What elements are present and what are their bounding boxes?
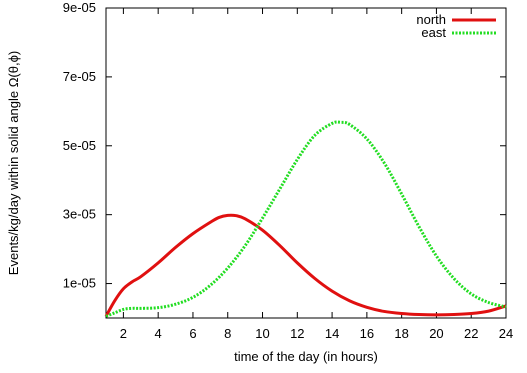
x-tick-label: 4 bbox=[155, 326, 162, 341]
x-tick-label: 6 bbox=[189, 326, 196, 341]
y-tick-label: 9e-05 bbox=[63, 0, 96, 15]
x-axis-title: time of the day (in hours) bbox=[234, 349, 378, 364]
y-tick-label: 5e-05 bbox=[63, 138, 96, 153]
y-tick-labels: 1e-05 3e-05 5e-05 7e-05 9e-05 bbox=[63, 0, 96, 291]
x-tick-label: 20 bbox=[429, 326, 443, 341]
x-tick-label: 8 bbox=[224, 326, 231, 341]
x-tick-labels: 2 4 6 8 10 12 14 16 18 20 22 24 bbox=[120, 326, 513, 341]
y-tick-label: 7e-05 bbox=[63, 69, 96, 84]
legend-label-north: north bbox=[416, 12, 446, 27]
x-tick-label: 18 bbox=[394, 326, 408, 341]
x-tick-label: 2 bbox=[120, 326, 127, 341]
ticks bbox=[106, 7, 507, 318]
x-tick-label: 12 bbox=[290, 326, 304, 341]
x-tick-label: 14 bbox=[325, 326, 339, 341]
x-tick-label: 10 bbox=[255, 326, 269, 341]
y-axis-title: Events/kg/day within solid angle Ω(θ,ϕ) bbox=[6, 51, 21, 275]
x-tick-label: 24 bbox=[499, 326, 513, 341]
series-lines bbox=[104, 120, 507, 318]
plot-frame bbox=[105, 7, 507, 319]
x-tick-label: 16 bbox=[360, 326, 374, 341]
x-tick-label: 22 bbox=[464, 326, 478, 341]
y-tick-label: 3e-05 bbox=[63, 207, 96, 222]
y-tick-label: 1e-05 bbox=[63, 276, 96, 291]
series-line-north bbox=[104, 213, 507, 318]
series-line-east bbox=[105, 120, 507, 318]
legend-label-east: east bbox=[421, 25, 446, 40]
